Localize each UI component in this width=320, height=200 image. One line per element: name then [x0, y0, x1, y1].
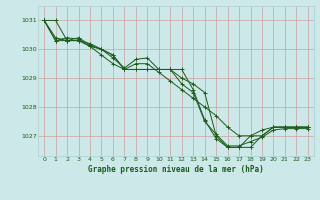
X-axis label: Graphe pression niveau de la mer (hPa): Graphe pression niveau de la mer (hPa) — [88, 165, 264, 174]
